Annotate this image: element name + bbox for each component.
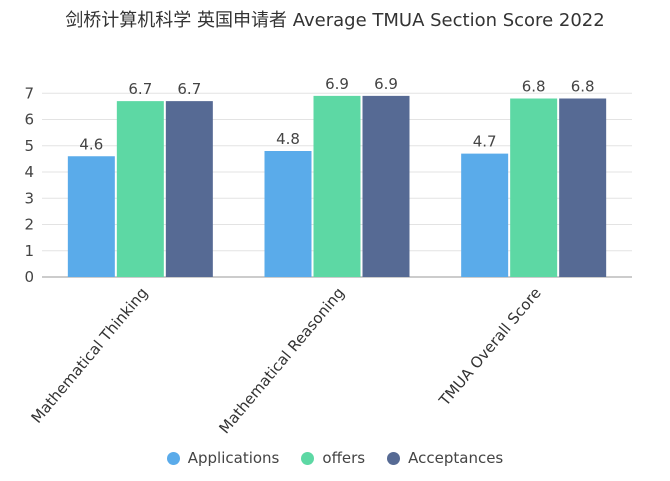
bar-offers-2 [510,98,558,277]
bar-acceptances-2 [559,98,607,277]
x-category-label-1: Mathematical Reasoning [215,284,348,437]
bar-applications-1 [264,151,312,277]
legend-item-offers[interactable]: offers [301,449,365,467]
data-label-applications-1: 4.8 [276,130,300,148]
bar-applications-2 [461,153,509,277]
y-tick-label-7: 7 [24,84,34,102]
x-category-label-2: TMUA Overall Score [435,284,545,410]
legend-label-offers: offers [322,449,366,467]
chart-legend: Applications offers Acceptances [0,449,670,467]
bar-offers-0 [116,101,164,277]
legend-item-applications[interactable]: Applications [166,449,280,467]
bar-offers-1 [313,95,361,277]
data-label-acceptances-2: 6.8 [571,78,595,96]
chart-title: 剑桥计算机科学 英国申请者 Average TMUA Section Score… [65,10,605,31]
x-category-label-0: Mathematical Thinking [28,284,152,427]
data-label-acceptances-1: 6.9 [374,75,398,93]
legend-swatch-acceptances [387,451,401,465]
legend-label-acceptances: Acceptances [408,449,504,467]
data-label-applications-2: 4.7 [473,133,497,151]
y-tick-label-6: 6 [24,111,34,129]
legend-item-acceptances[interactable]: Acceptances [387,449,503,467]
data-label-applications-0: 4.6 [79,135,103,153]
legend-swatch-applications [166,451,180,465]
legend-label-applications: Applications [187,449,280,467]
y-tick-label-3: 3 [24,189,34,207]
bar-acceptances-0 [165,101,213,277]
y-tick-label-0: 0 [24,268,34,286]
y-tick-label-5: 5 [24,137,34,155]
y-tick-label-2: 2 [24,216,34,234]
data-label-offers-2: 6.8 [522,78,546,96]
legend-swatch-offers [301,451,315,465]
y-tick-label-1: 1 [24,242,34,260]
data-label-offers-1: 6.9 [325,75,349,93]
y-tick-label-4: 4 [24,163,34,181]
bar-acceptances-1 [362,95,410,277]
data-label-offers-0: 6.7 [128,80,152,98]
data-label-acceptances-0: 6.7 [177,80,201,98]
bar-applications-0 [67,156,115,277]
